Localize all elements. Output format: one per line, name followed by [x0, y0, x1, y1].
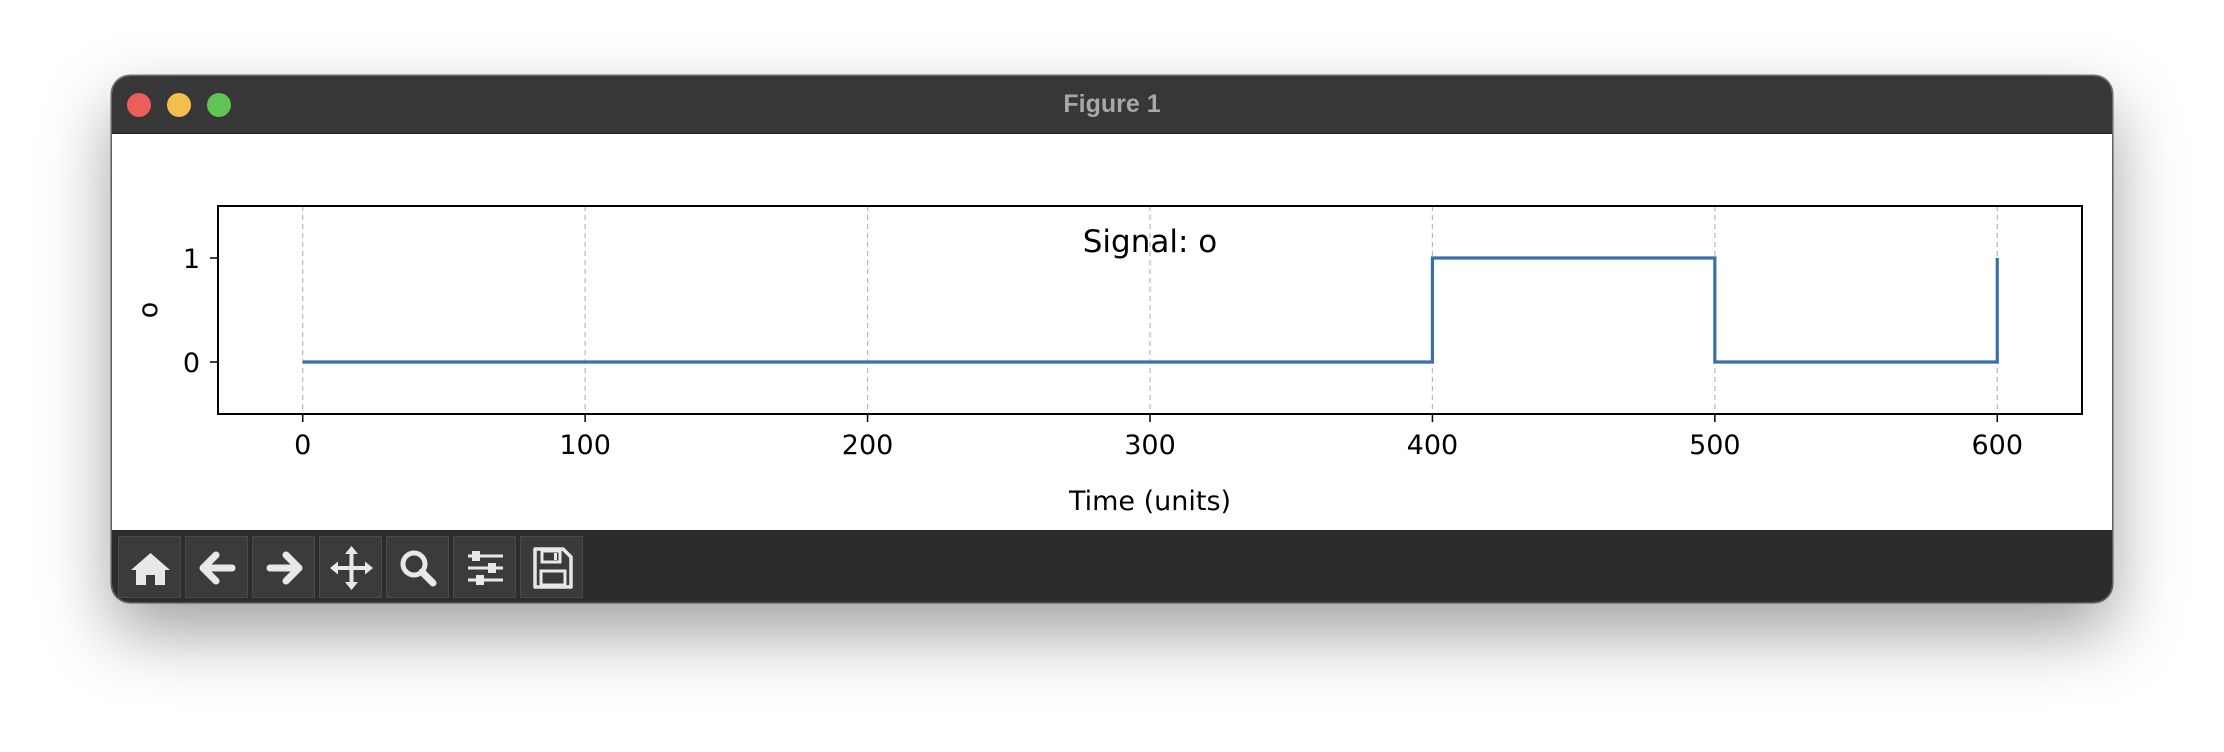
pan-button[interactable]	[319, 536, 382, 598]
y-axis-label: o	[133, 302, 164, 319]
maximize-window-button[interactable]	[207, 93, 231, 117]
y-tick-label: 0	[183, 348, 200, 379]
y-axis-ticks: 01	[183, 244, 218, 379]
save-button[interactable]	[520, 536, 583, 598]
zoom-button[interactable]	[386, 536, 449, 598]
sliders-icon	[468, 551, 503, 585]
forward-button[interactable]	[252, 536, 315, 598]
x-tick-label: 100	[559, 430, 611, 461]
x-tick-label: 600	[1971, 430, 2023, 461]
x-axis-ticks: 0 100 200 300 400 500 600	[294, 414, 2023, 461]
figure-window: Figure 1 Signal: o 0 100 200 300 400 500 600 0…	[112, 76, 2112, 602]
x-tick-label: 300	[1124, 430, 1176, 461]
grid-lines	[302, 206, 1998, 414]
window-title: Figure 1	[1063, 90, 1161, 118]
navigation-toolbar	[112, 530, 2112, 602]
close-window-button[interactable]	[127, 93, 151, 117]
move-icon	[330, 546, 373, 590]
title-bar: Figure 1	[112, 76, 2112, 134]
x-tick-label: 500	[1689, 430, 1741, 461]
arrow-right-icon	[266, 551, 303, 585]
floppy-disk-icon	[533, 547, 573, 589]
arrow-left-icon	[199, 551, 236, 585]
home-button[interactable]	[118, 536, 181, 598]
configure-subplots-button[interactable]	[453, 536, 516, 598]
minimize-window-button[interactable]	[167, 93, 191, 117]
magnifier-icon	[400, 550, 437, 587]
x-tick-label: 200	[842, 430, 894, 461]
x-tick-label: 0	[294, 430, 311, 461]
x-tick-label: 400	[1407, 430, 1459, 461]
signal-chart: Signal: o 0 100 200 300 400 500 600 01 Time (u…	[133, 205, 2083, 517]
back-button[interactable]	[185, 536, 248, 598]
x-axis-label: Time (units)	[1068, 486, 1231, 517]
y-tick-label: 1	[183, 244, 200, 275]
signal-line	[302, 256, 1999, 364]
series-layer	[302, 256, 1999, 364]
home-icon	[131, 553, 170, 585]
